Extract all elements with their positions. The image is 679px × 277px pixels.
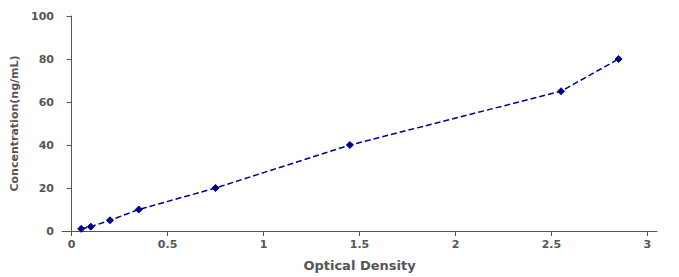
svg-text:2: 2 <box>452 238 460 251</box>
svg-text:2.5: 2.5 <box>542 238 562 251</box>
svg-text:100: 100 <box>31 10 54 23</box>
svg-text:0: 0 <box>46 225 54 238</box>
svg-text:1.5: 1.5 <box>350 238 370 251</box>
svg-text:3: 3 <box>644 238 652 251</box>
svg-text:0: 0 <box>68 238 76 251</box>
svg-text:80: 80 <box>39 53 55 66</box>
svg-text:Concentration(ng/mL): Concentration(ng/mL) <box>8 55 21 191</box>
svg-text:20: 20 <box>39 182 55 195</box>
svg-text:40: 40 <box>39 139 55 152</box>
svg-text:0.5: 0.5 <box>158 238 178 251</box>
svg-text:Optical Density: Optical Density <box>303 258 416 273</box>
svg-text:60: 60 <box>39 96 55 109</box>
svg-text:1: 1 <box>260 238 268 251</box>
